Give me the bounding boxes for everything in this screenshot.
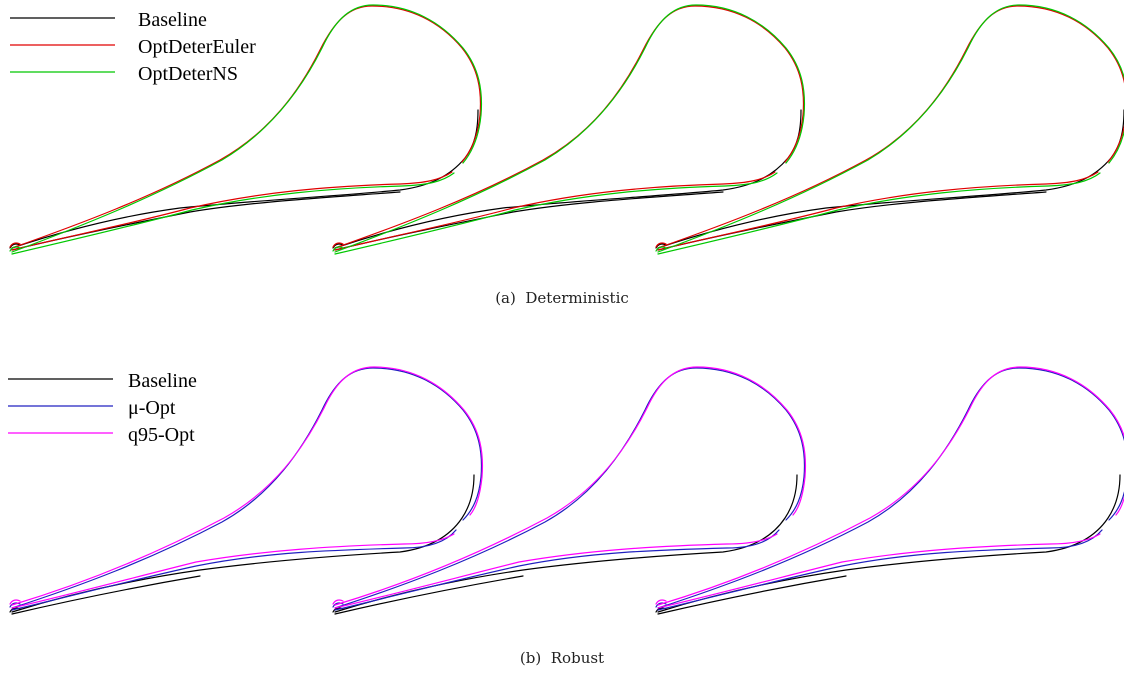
blade-profile-3 — [655, 4, 1124, 255]
optdetereuler-curve-1 — [334, 5, 805, 249]
optdeterns-curve-3 — [9, 246, 21, 252]
blade-profile-2 — [332, 4, 806, 255]
baseline-curve-2 — [11, 191, 401, 251]
mu-opt-curve-2 — [657, 529, 1103, 611]
baseline-curve-2 — [334, 575, 524, 615]
legend-label-baseline: Baseline — [138, 9, 207, 31]
mu-opt-curve-3 — [655, 602, 667, 608]
optdeterns-curve-1 — [334, 4, 806, 253]
q95-opt-curve-1 — [657, 366, 1124, 606]
mu-opt-curve-1 — [334, 367, 806, 609]
optdetereuler-curve-1 — [657, 5, 1124, 249]
legend-label-mu-opt: μ-Opt — [128, 397, 176, 419]
optdetereuler-curve-2 — [657, 171, 1099, 251]
legend-entry-baseline: Baseline — [8, 370, 197, 392]
baseline-curve-2 — [657, 575, 847, 615]
airfoil-shapes-deterministic: Baseline OptDeterEuler OptDeterNS — [9, 4, 1124, 255]
airfoil-shapes-robust: Baseline μ-Opt q95-Opt — [8, 366, 1124, 615]
q95-opt-curve-1 — [334, 366, 807, 606]
blade-profiles — [9, 366, 1124, 615]
q95-opt-curve-2 — [657, 533, 1101, 609]
q95-opt-curve-2 — [334, 533, 778, 609]
legend-label-baseline: Baseline — [128, 370, 197, 392]
legend-entry-q95-opt: q95-Opt — [8, 424, 195, 446]
mu-opt-curve-2 — [11, 529, 457, 611]
blade-profile-1 — [9, 4, 483, 255]
optdetereuler-curve-2 — [334, 171, 776, 251]
blade-profile-1 — [9, 366, 484, 615]
legend-entry-optdeterns: OptDeterNS — [10, 63, 238, 85]
optdeterns-curve-2 — [11, 172, 455, 255]
mu-opt-curve-2 — [334, 529, 780, 611]
mu-opt-curve-1 — [657, 367, 1124, 609]
optdeterns-curve-1 — [657, 4, 1124, 253]
q95-opt-curve-3 — [9, 599, 21, 605]
optdeterns-curve-1 — [11, 4, 483, 253]
optdetereuler-curve-3 — [332, 242, 344, 248]
legend: Baseline OptDeterEuler OptDeterNS — [10, 9, 256, 85]
legend-entry-optdetereuler: OptDeterEuler — [10, 36, 256, 58]
q95-opt-curve-3 — [332, 599, 344, 605]
baseline-curve-2 — [334, 191, 724, 251]
optdeterns-curve-3 — [655, 246, 667, 252]
baseline-curve-1 — [334, 109, 802, 249]
optdetereuler-curve-2 — [11, 171, 453, 251]
legend-label-optdeterns: OptDeterNS — [138, 63, 238, 85]
caption-deterministic: (a) Deterministic — [495, 289, 629, 307]
mu-opt-curve-1 — [11, 367, 483, 609]
baseline-curve-1 — [657, 109, 1124, 249]
legend: Baseline μ-Opt q95-Opt — [8, 370, 197, 446]
optdetereuler-curve-3 — [655, 242, 667, 248]
blade-profile-2 — [332, 366, 807, 615]
legend-label-optdetereuler: OptDeterEuler — [138, 36, 256, 58]
optdeterns-curve-3 — [332, 246, 344, 252]
blade-profiles — [9, 4, 1124, 255]
q95-opt-curve-2 — [11, 533, 455, 609]
optdeterns-curve-2 — [657, 172, 1101, 255]
q95-opt-curve-3 — [655, 599, 667, 605]
legend-entry-baseline: Baseline — [10, 9, 207, 31]
baseline-curve-2 — [657, 191, 1047, 251]
legend-entry-mu-opt: μ-Opt — [8, 397, 176, 419]
optdeterns-curve-2 — [334, 172, 778, 255]
baseline-curve-2 — [11, 575, 201, 615]
baseline-curve-1 — [11, 109, 479, 249]
caption-robust: (b) Robust — [519, 649, 605, 667]
optdetereuler-curve-3 — [9, 242, 21, 248]
panel-robust: Baseline μ-Opt q95-Opt (b) Robust — [0, 360, 1124, 675]
mu-opt-curve-3 — [9, 602, 21, 608]
legend-label-q95-opt: q95-Opt — [128, 424, 195, 446]
blade-profile-3 — [655, 366, 1124, 615]
q95-opt-curve-1 — [11, 366, 484, 606]
panel-deterministic: Baseline OptDeterEuler OptDeterNS (a) De… — [0, 0, 1124, 320]
mu-opt-curve-3 — [332, 602, 344, 608]
